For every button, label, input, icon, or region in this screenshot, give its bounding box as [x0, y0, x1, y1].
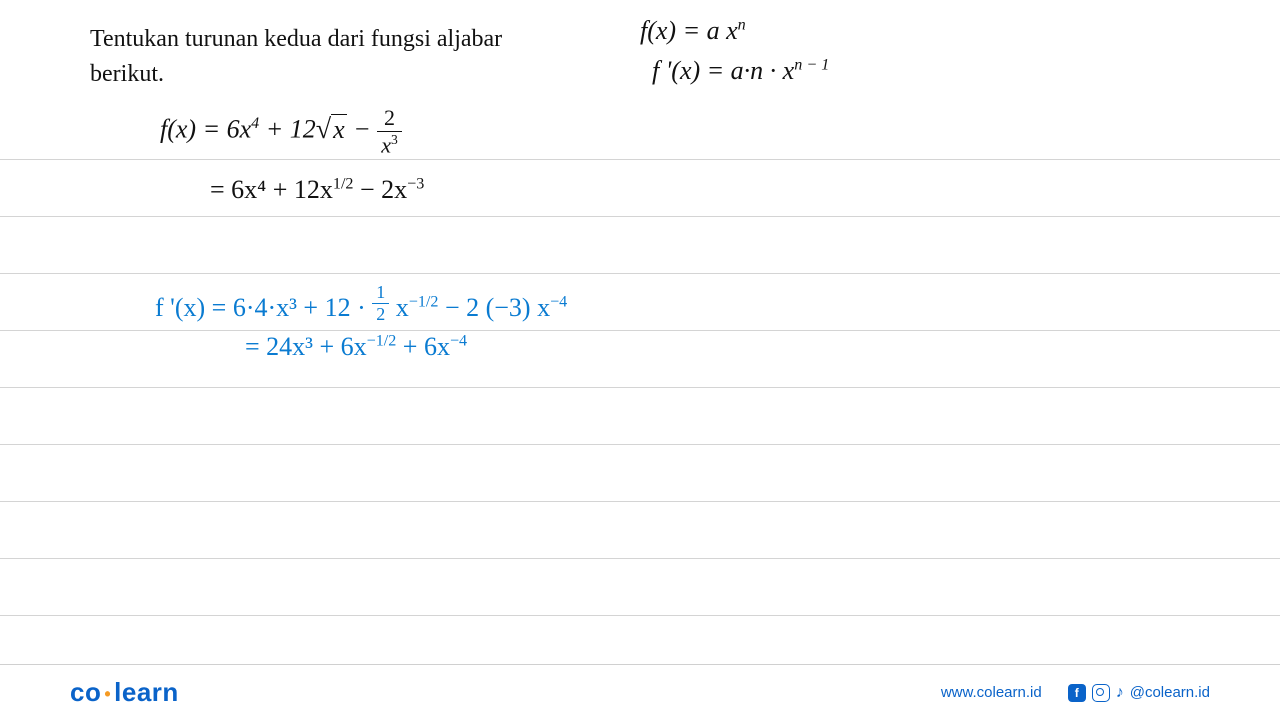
facebook-icon[interactable]: f — [1068, 684, 1086, 702]
ruled-line — [0, 159, 1280, 160]
footer-socials: f ♪ @colearn.id — [1068, 684, 1210, 702]
ruled-line — [0, 387, 1280, 388]
footer-handle[interactable]: @colearn.id — [1130, 684, 1210, 701]
rewrite-a: = 6x⁴ + 12x — [210, 175, 333, 204]
fprime-l2-a: = 24x³ + 6x — [245, 332, 367, 361]
instagram-icon[interactable] — [1092, 684, 1110, 702]
fprime-l1-a: f '(x) = 6·4·x³ + 12 · — [155, 293, 372, 322]
question-line-2: berikut. — [90, 61, 164, 87]
rule-fx-text: f(x) = a x — [640, 16, 738, 45]
formula-frac-den-base: x — [381, 132, 391, 157]
question-text: Tentukan turunan kedua dari fungsi aljab… — [90, 22, 502, 92]
fprime-l1-fden: 2 — [372, 304, 389, 325]
formula-lhs: f(x) = 6x — [160, 115, 251, 144]
formula-frac-den-exp: 3 — [391, 132, 398, 147]
handwritten-fprime-line1: f '(x) = 6·4·x³ + 12 · 12 x−1/2 − 2 (−3)… — [155, 282, 567, 325]
ruled-line — [0, 216, 1280, 217]
ruled-line — [0, 501, 1280, 502]
fprime-l1-e1: −1/2 — [409, 293, 439, 310]
brand-logo: co•learn — [70, 677, 179, 708]
fprime-l1-fnum: 1 — [372, 282, 389, 304]
handwritten-fprime-line2: = 24x³ + 6x−1/2 + 6x−4 — [245, 332, 467, 362]
rewrite-b: − 2x — [353, 175, 407, 204]
printed-formula: f(x) = 6x4 + 12√x − 2x3 — [160, 105, 402, 158]
fprime-l1-b: x — [389, 293, 409, 322]
handwritten-rule-fprime: f '(x) = a·n · xn − 1 — [652, 56, 829, 86]
footer-url[interactable]: www.colearn.id — [941, 684, 1042, 701]
rewrite-exp2: −3 — [407, 175, 424, 192]
fprime-l1-c: − 2 (−3) x — [438, 293, 550, 322]
ruled-line — [0, 444, 1280, 445]
handwritten-rewrite: = 6x⁴ + 12x1/2 − 2x−3 — [210, 175, 424, 205]
fprime-l2-b: + 6x — [396, 332, 450, 361]
footer-right: www.colearn.id f ♪ @colearn.id — [941, 684, 1210, 702]
formula-minus: − — [347, 115, 378, 144]
formula-plus: + 12 — [259, 115, 316, 144]
ruled-line — [0, 330, 1280, 331]
logo-learn: learn — [114, 677, 179, 707]
ruled-line — [0, 273, 1280, 274]
rule-fprime-exp: n − 1 — [794, 56, 829, 73]
rule-fx-exp: n — [738, 16, 746, 33]
footer-bar: co•learn www.colearn.id f ♪ @colearn.id — [0, 664, 1280, 720]
logo-co: co — [70, 677, 101, 707]
notebook-paper: Tentukan turunan kedua dari fungsi aljab… — [0, 0, 1280, 720]
rewrite-exp1: 1/2 — [333, 175, 354, 192]
logo-dot: • — [101, 684, 114, 704]
question-line-1: Tentukan turunan kedua dari fungsi aljab… — [90, 26, 502, 52]
fprime-l2-e1: −1/2 — [367, 332, 397, 349]
tiktok-icon[interactable]: ♪ — [1116, 684, 1124, 702]
formula-sqrt-x: x — [333, 115, 345, 144]
rule-fprime-text: f '(x) = a·n · x — [652, 56, 794, 85]
ruled-line — [0, 615, 1280, 616]
fprime-l1-e2: −4 — [550, 293, 567, 310]
formula-frac-num: 2 — [377, 105, 402, 132]
ruled-line — [0, 558, 1280, 559]
fprime-l2-e2: −4 — [450, 332, 467, 349]
handwritten-rule-fx: f(x) = a xn — [640, 16, 746, 46]
